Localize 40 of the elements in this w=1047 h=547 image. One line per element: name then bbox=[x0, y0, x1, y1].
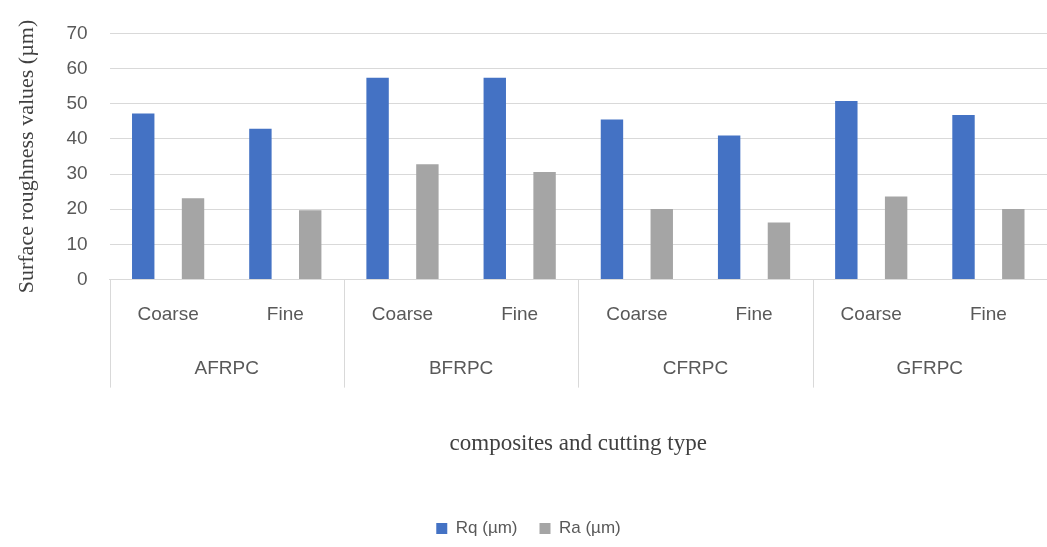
x-tick-label: Coarse bbox=[371, 303, 434, 325]
y-tick-label: 70 bbox=[66, 21, 88, 43]
bar bbox=[416, 164, 439, 280]
y-tick-label: 40 bbox=[66, 127, 88, 149]
bar bbox=[835, 100, 858, 280]
bar bbox=[533, 171, 556, 280]
bar bbox=[181, 198, 205, 280]
x-axis-title: composites and cutting type bbox=[449, 430, 707, 456]
bar bbox=[884, 196, 908, 280]
x-tick-label: Fine bbox=[969, 303, 1007, 325]
text: AFRPC bbox=[194, 356, 259, 378]
y-tick-label: 50 bbox=[66, 91, 88, 113]
bar bbox=[366, 77, 389, 280]
bar bbox=[650, 208, 673, 280]
legend-label: Ra (µm) bbox=[559, 518, 621, 538]
bar bbox=[132, 113, 155, 280]
text: CFRPC bbox=[662, 356, 729, 378]
x-tick-label: Coarse bbox=[606, 303, 668, 325]
bar bbox=[600, 119, 624, 280]
bar bbox=[299, 210, 322, 280]
text: GFRPC bbox=[896, 356, 964, 378]
x-tick-label: Fine bbox=[501, 303, 539, 325]
y-tick-label: 10 bbox=[66, 232, 88, 254]
x-tick-label: Fine bbox=[266, 303, 304, 325]
y-tick-label: 20 bbox=[66, 197, 88, 219]
bar bbox=[249, 128, 272, 280]
y-axis-title: Surface roughness values (µm) bbox=[12, 19, 38, 294]
bar bbox=[1002, 208, 1025, 280]
y-tick-label: 0 bbox=[76, 267, 88, 289]
text: BFRPC bbox=[428, 356, 494, 378]
bar bbox=[717, 135, 741, 280]
y-tick-label: 30 bbox=[66, 162, 88, 184]
x-tick-label: Coarse bbox=[840, 303, 902, 325]
bar bbox=[483, 77, 506, 280]
bar bbox=[952, 115, 975, 280]
y-tick-label: 60 bbox=[66, 56, 88, 78]
bar bbox=[767, 222, 791, 280]
x-tick-label: Coarse bbox=[137, 303, 199, 325]
x-tick-label: Fine bbox=[735, 303, 773, 325]
legend-label: Rq (µm) bbox=[455, 518, 518, 538]
